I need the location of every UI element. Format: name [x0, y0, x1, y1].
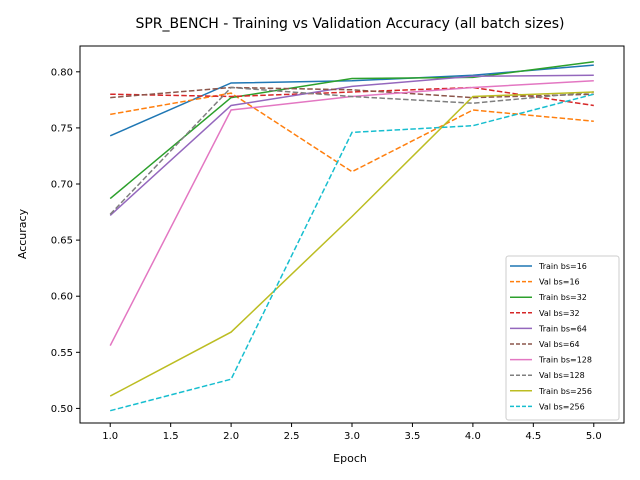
x-tick-label: 5.0	[586, 431, 602, 442]
series-line-val-bs-32	[110, 86, 594, 107]
legend: Train bs=16 Val bs=16 Train bs=32 Val bs=32…	[505, 255, 620, 421]
legend-label: Train bs=128	[538, 356, 592, 365]
y-tick-label: 0.75	[51, 123, 73, 134]
series-line-train-bs-32	[109, 60, 594, 200]
x-axis-label: Epoch	[333, 452, 367, 465]
x-tick-label: 2.5	[284, 431, 300, 442]
x-tick-label: 2.0	[223, 431, 239, 442]
y-tick-label: 0.50	[51, 404, 73, 415]
y-axis-ticks: 0.50 0.55 0.60 0.65 0.70 0.75 0.80	[51, 67, 80, 415]
series-line-val-bs-16	[110, 92, 594, 173]
series-line-train-bs-256	[109, 91, 594, 397]
y-axis-label: Accuracy	[16, 208, 29, 259]
series-line-val-bs-64	[110, 86, 594, 99]
legend-label: Train bs=256	[538, 387, 592, 396]
legend-label: Val bs=128	[539, 371, 585, 380]
chart-title: SPR_BENCH - Training vs Validation Accur…	[135, 16, 564, 32]
y-tick-label: 0.80	[51, 67, 73, 78]
x-tick-label: 1.5	[163, 431, 179, 442]
series-lines	[109, 60, 594, 412]
series-line-val-bs-256	[110, 93, 594, 412]
series-line-val-bs-128	[109, 86, 594, 215]
legend-label: Train bs=64	[538, 324, 587, 333]
x-tick-label: 3.0	[344, 431, 360, 442]
x-tick-label: 4.5	[525, 431, 541, 442]
y-tick-label: 0.65	[51, 236, 73, 247]
y-tick-label: 0.55	[51, 348, 73, 359]
legend-label: Val bs=32	[539, 309, 580, 318]
series-line-train-bs-64	[109, 74, 594, 216]
legend-label: Val bs=64	[539, 340, 580, 349]
x-axis-ticks: 1.0 1.5 2.0 2.5 3.0 3.5 4.0 4.5 5.0	[102, 423, 602, 442]
legend-label: Train bs=32	[538, 293, 587, 302]
x-tick-label: 3.5	[404, 431, 420, 442]
x-tick-label: 4.0	[465, 431, 481, 442]
y-tick-label: 0.60	[51, 292, 73, 303]
legend-box	[505, 255, 620, 421]
x-tick-label: 1.0	[102, 431, 118, 442]
legend-label: Train bs=16	[538, 262, 587, 271]
legend-label: Val bs=16	[539, 278, 580, 287]
y-tick-label: 0.70	[51, 180, 73, 191]
legend-label: Val bs=256	[539, 402, 585, 411]
